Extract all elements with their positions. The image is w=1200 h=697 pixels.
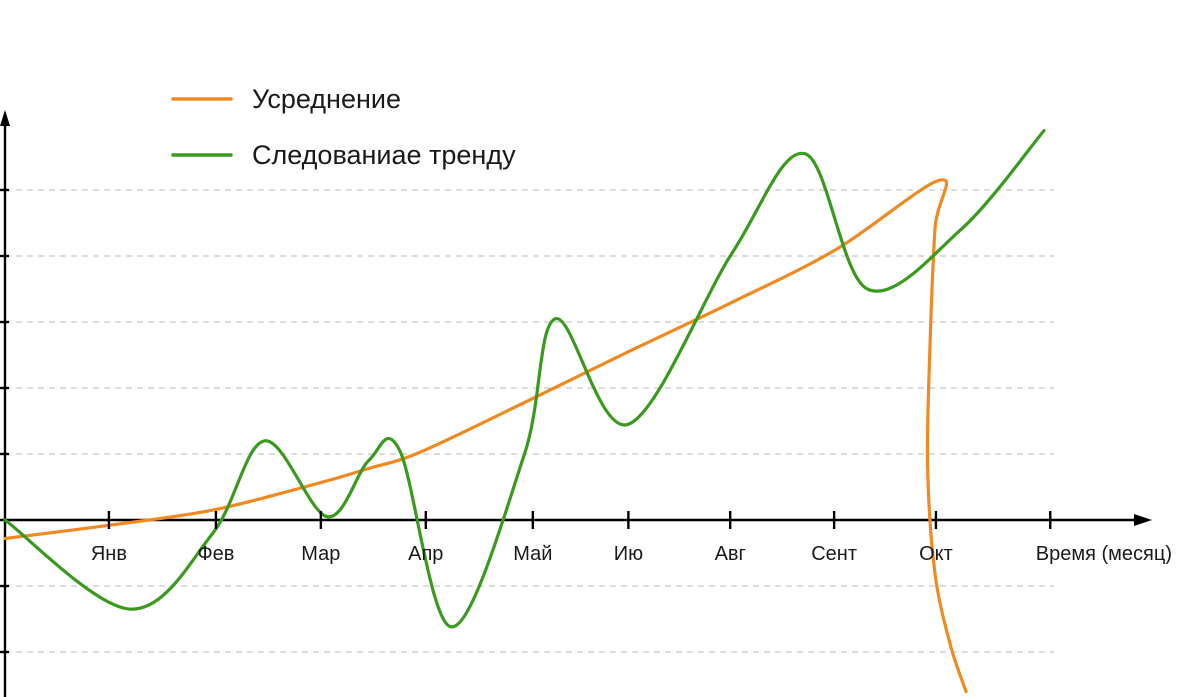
x-tick-label: Окт	[919, 543, 953, 565]
x-tick-label: Мар	[301, 543, 340, 565]
series	[3, 129, 1046, 694]
x-tick-label: Янв	[91, 543, 127, 565]
legend-label-averaging: Усреднение	[252, 84, 401, 114]
y-axis-arrow	[0, 110, 10, 126]
x-tick-label: Ию	[614, 543, 643, 565]
x-axis-arrow	[1134, 514, 1152, 526]
x-ticks: Янв Фев Мар Апр Май Ию Авг Сент Окт	[91, 511, 1052, 565]
x-tick-label: Авг	[715, 543, 746, 565]
x-tick-label: Фев	[197, 543, 234, 565]
series-line-trend-following	[3, 129, 1046, 629]
axes	[0, 110, 1152, 697]
x-tick-label: Сент	[811, 543, 857, 565]
x-axis-label: Время (месяц)	[1036, 543, 1172, 565]
x-tick-label: Май	[513, 543, 552, 565]
legend-label-trend-following: Следованиаe тренду	[252, 140, 516, 170]
series-line-averaging	[3, 178, 968, 694]
legend: Усреднение Следованиаe тренду	[171, 84, 516, 170]
x-tick-label: Апр	[408, 543, 443, 565]
grid-lines	[5, 189, 1054, 653]
